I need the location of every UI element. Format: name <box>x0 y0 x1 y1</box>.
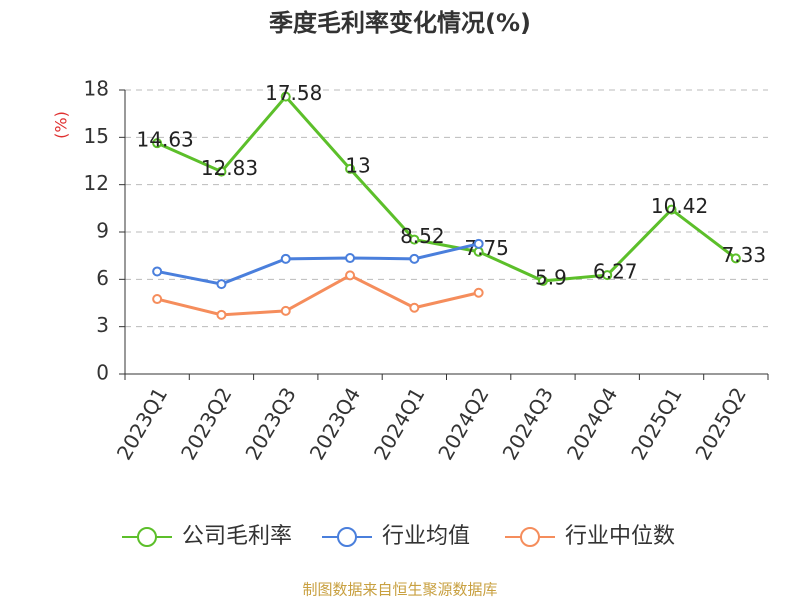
data-label: 6.27 <box>593 260 638 284</box>
legend-label: 行业均值 <box>382 524 470 549</box>
data-label: 8.52 <box>400 224 445 248</box>
x-tick-label: 2023Q4 <box>305 383 365 464</box>
data-point <box>280 253 291 264</box>
legend-marker <box>137 527 157 547</box>
data-point <box>730 253 741 264</box>
y-tick-label: 0 <box>96 361 109 385</box>
data-point <box>345 163 356 174</box>
x-tick-label: 2024Q2 <box>433 383 493 464</box>
data-label: 7.75 <box>464 236 509 260</box>
x-tick-label: 2024Q1 <box>369 383 429 464</box>
x-tick-label: 2025Q1 <box>626 383 686 464</box>
data-point <box>216 279 227 290</box>
series-line <box>156 273 479 317</box>
x-tick-label: 2023Q2 <box>176 383 236 464</box>
data-point <box>345 253 356 264</box>
data-label: 10.42 <box>651 194 708 218</box>
y-tick-label: 15 <box>84 124 109 148</box>
data-point <box>216 309 227 320</box>
data-label: 14.63 <box>137 128 194 152</box>
data-point <box>152 138 163 149</box>
legend-marker <box>337 527 357 547</box>
x-tick-label: 2024Q4 <box>562 383 622 464</box>
data-point <box>537 275 548 286</box>
data-label: 12.83 <box>201 156 258 180</box>
data-point <box>216 166 227 177</box>
legend-label: 公司毛利率 <box>182 524 292 549</box>
data-point <box>152 294 163 305</box>
source: 制图数据来自恒生聚源数据库 <box>302 581 497 599</box>
y-tick-label: 6 <box>96 266 109 290</box>
legend-label: 行业中位数 <box>565 524 675 549</box>
chart-title: 季度毛利率变化情况(%) <box>269 9 531 37</box>
data-point <box>666 204 677 215</box>
x-tick-label: 2023Q1 <box>112 383 172 464</box>
data-point <box>409 302 420 313</box>
data-label: 7.33 <box>722 243 767 267</box>
data-point <box>473 287 484 298</box>
data-label: 17.58 <box>265 81 322 105</box>
data-point <box>280 305 291 316</box>
data-point <box>602 270 613 281</box>
y-axis-label: (%) <box>52 111 71 139</box>
data-point <box>280 91 291 102</box>
series-line <box>156 94 737 283</box>
data-point <box>409 253 420 264</box>
data-point <box>473 238 484 249</box>
data-point <box>152 266 163 277</box>
y-tick-label: 9 <box>96 219 109 243</box>
data-label: 13 <box>345 153 370 177</box>
y-tick-label: 18 <box>84 77 109 101</box>
data-point <box>345 270 356 281</box>
x-tick-label: 2023Q3 <box>240 383 300 464</box>
series-line <box>156 242 479 286</box>
y-tick-label: 3 <box>96 313 109 337</box>
x-tick-label: 2025Q2 <box>690 383 750 464</box>
x-tick-label: 2024Q3 <box>498 383 558 464</box>
data-point <box>409 234 420 245</box>
data-label: 5.9 <box>535 265 567 289</box>
y-tick-label: 12 <box>84 171 109 195</box>
legend-marker <box>520 527 540 547</box>
